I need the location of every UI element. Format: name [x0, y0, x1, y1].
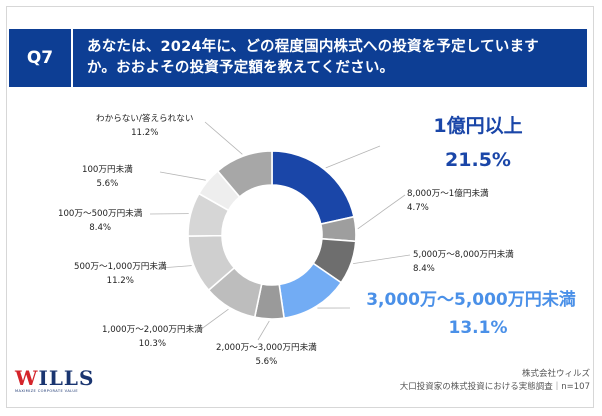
highlight-second-label: 3,000万～5,000万円未満: [366, 290, 576, 310]
label-name: 5,000万～8,000万円未満: [413, 250, 514, 260]
leader-line: [353, 254, 411, 265]
label-value: 8.4%: [89, 223, 112, 233]
question-text-line1: あなたは、2024年に、どの程度国内株式への投資を予定しています: [87, 39, 539, 55]
chart-slices: [187, 150, 357, 320]
leader-line: [159, 265, 192, 269]
footer-source: 株式会社ウィルズ 大口投資家の株式投資における実態調査｜n=107: [400, 368, 590, 394]
label-value: 5.6%: [96, 179, 119, 189]
leader-line: [199, 308, 229, 331]
leader-line: [357, 194, 406, 230]
label-value: 5.6%: [255, 357, 278, 367]
company-logo: WILLS MAXIMIZE CORPORATE VALUE: [15, 368, 94, 393]
label-name: わからない/答えられない: [96, 114, 194, 124]
label-100-500: 100万～500万円未満 8.4%: [58, 207, 142, 235]
highlight-second-value: 13.1%: [448, 318, 508, 338]
question-header: Q7 あなたは、2024年に、どの程度国内株式への投資を予定しています か。おおよ…: [9, 29, 587, 87]
leader-line: [204, 121, 243, 155]
question-number: Q7: [9, 29, 73, 87]
footer-company: 株式会社ウィルズ: [521, 369, 590, 379]
donut-slice: [216, 150, 273, 199]
label-1000-2000: 1,000万～2,000万円未満 10.3%: [102, 323, 203, 351]
donut-slice: [271, 150, 355, 226]
highlight-top-value: 21.5%: [445, 149, 511, 171]
chart-leader-lines: [149, 121, 411, 341]
leader-line: [325, 145, 381, 169]
label-8000-1oku: 8,000万～1億円未満 4.7%: [407, 187, 489, 215]
label-value: 11.2%: [131, 128, 159, 138]
leader-line: [159, 171, 206, 181]
footer-survey: 大口投資家の株式投資における実態調査｜n=107: [399, 382, 590, 392]
label-500-1000: 500万～1,000万円未満 11.2%: [74, 260, 167, 288]
highlight-top-label: 1億円以上: [433, 115, 523, 137]
label-value: 8.4%: [413, 264, 435, 274]
label-2000-3000: 2,000万～3,000万円未満 5.6%: [216, 341, 317, 369]
label-value: 4.7%: [407, 203, 429, 213]
question-text-line2: か。おおよその投資予定額を教えてください。: [87, 60, 395, 76]
label-name: 100万円未満: [82, 165, 133, 175]
label-name: 2,000万～3,000万円未満: [216, 343, 317, 353]
label-name: 100万～500万円未満: [58, 209, 143, 219]
logo-wordmark: WILLS: [15, 368, 94, 388]
logo-initial: W: [15, 366, 39, 390]
label-unknown: わからない/答えられない 11.2%: [96, 112, 193, 140]
label-value: 11.2%: [106, 276, 134, 286]
label-name: 1,000万～2,000万円未満: [102, 325, 203, 335]
label-value: 10.3%: [138, 339, 167, 349]
label-name: 8,000万～1億円未満: [407, 189, 489, 199]
logo-text: ILLS: [38, 366, 95, 390]
question-text: あなたは、2024年に、どの程度国内株式への投資を予定しています か。おおよその投…: [73, 29, 587, 87]
label-under-100: 100万円未満 5.6%: [82, 163, 133, 191]
label-name: 500万～1,000万円未満: [74, 262, 167, 272]
label-5000-8000: 5,000万～8,000万円未満 8.4%: [413, 248, 514, 276]
leader-line: [257, 320, 270, 341]
logo-tagline: MAXIMIZE CORPORATE VALUE: [15, 389, 79, 393]
